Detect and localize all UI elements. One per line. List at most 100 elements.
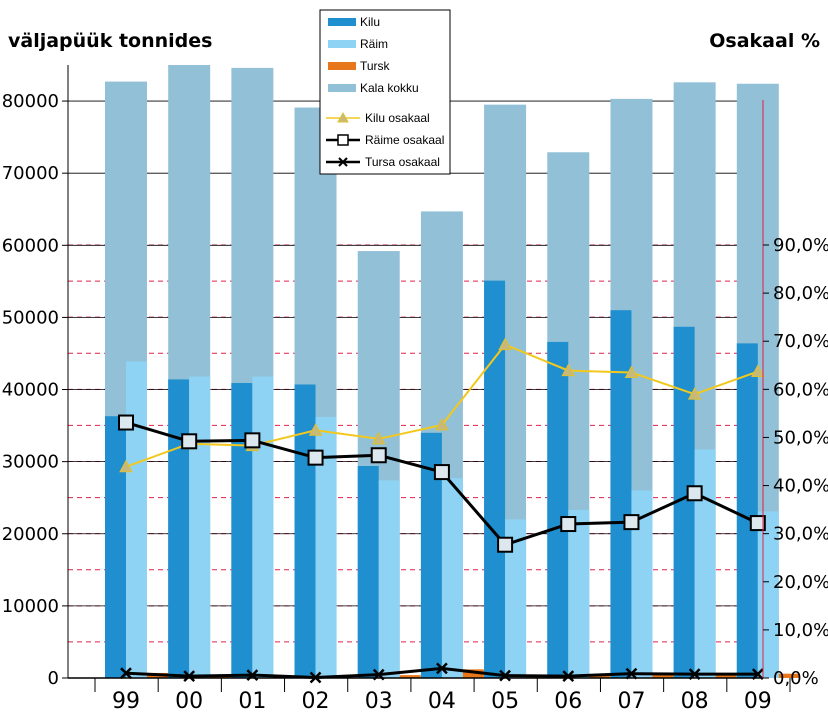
- x-tick-label: 99: [112, 689, 140, 712]
- y-tick-label: 50000: [2, 307, 59, 328]
- y2-tick-label: 20,0%: [773, 572, 828, 593]
- x-tick-label: 09: [744, 689, 772, 712]
- x-tick-label: 04: [428, 689, 456, 712]
- bar-tursk: [715, 674, 737, 678]
- y2-tick-label: 10,0%: [773, 620, 828, 641]
- marker-square: [560, 516, 577, 533]
- marker-square: [181, 433, 198, 450]
- marker-triangle: [498, 337, 512, 351]
- bar-kilu: [231, 383, 253, 678]
- y-tick-label: 60000: [2, 235, 59, 256]
- legend-marker-triangle: [337, 111, 349, 123]
- bar-tursk: [652, 673, 674, 678]
- bar-kilu: [484, 280, 506, 678]
- marker-square: [307, 449, 324, 466]
- bar-kilu: [357, 465, 379, 678]
- marker-square: [118, 414, 134, 431]
- y-tick-label: 80000: [2, 91, 59, 112]
- marker-square: [749, 515, 766, 532]
- y2-tick-label: 90,0%: [773, 235, 828, 256]
- bar-kilu: [294, 384, 316, 678]
- bar-räim: [315, 416, 337, 678]
- marker-x: [625, 667, 638, 680]
- bar-räim: [252, 376, 274, 678]
- x-tick-label: 02: [302, 689, 330, 712]
- y-tick-label: 30000: [2, 452, 59, 473]
- legend-marker-x: [338, 157, 348, 167]
- bar-räim: [568, 509, 590, 678]
- x-tick-label: 01: [238, 689, 266, 712]
- bar-räim: [378, 480, 400, 678]
- marker-triangle: [561, 363, 576, 377]
- bar-tursk: [462, 669, 484, 678]
- marker-triangle: [687, 387, 702, 400]
- bar-kilu: [673, 326, 695, 678]
- y-tick-label: 20000: [2, 524, 59, 545]
- marker-triangle: [308, 423, 323, 436]
- marker-square: [686, 485, 703, 502]
- bar-tursk: [778, 673, 800, 678]
- y-tick-label: 10000: [2, 596, 59, 617]
- legend-swatch: [328, 62, 356, 70]
- y-tick-label: 0: [48, 668, 59, 689]
- legend-label: Kala kokku: [360, 81, 419, 95]
- y2-tick-label: 0,0%: [773, 668, 819, 689]
- bar-kilu: [736, 343, 758, 678]
- bar-kilu: [105, 416, 126, 678]
- legend-label: Kilu: [360, 15, 380, 29]
- marker-triangle: [371, 431, 386, 445]
- marker-triangle: [435, 417, 449, 431]
- bars-layer: [105, 65, 800, 679]
- marker-square: [623, 514, 640, 531]
- x-tick-label: 03: [365, 689, 393, 712]
- marker-square: [497, 536, 514, 553]
- marker-square: [244, 432, 261, 449]
- legend-label: Räim: [360, 37, 388, 51]
- bar-räim: [505, 519, 527, 678]
- y-tick-label: 40000: [2, 380, 59, 401]
- y2-tick-label: 40,0%: [773, 476, 828, 497]
- bar-kilu: [610, 310, 632, 678]
- marker-triangle: [750, 364, 765, 378]
- bar-räim: [126, 361, 147, 678]
- x-tick-label: 08: [681, 689, 709, 712]
- marker-square: [433, 464, 450, 481]
- legend-swatch: [328, 40, 356, 48]
- marker-triangle: [624, 365, 639, 378]
- marker-square: [370, 447, 387, 464]
- x-tick-label: 07: [617, 689, 645, 712]
- marker-x: [562, 670, 575, 682]
- y2-tick-label: 50,0%: [773, 427, 828, 448]
- bar-kilu: [420, 432, 442, 678]
- legend: Kilu Räim Tursk Kala kokku Kilu osakaal Räime…: [319, 9, 451, 175]
- marker-x: [436, 662, 448, 675]
- bar-räim: [694, 449, 716, 678]
- bar-tursk: [399, 675, 421, 678]
- marker-x: [183, 670, 196, 682]
- legend-label: Kilu osakaal: [365, 111, 430, 125]
- legend-label: Tursk: [360, 59, 391, 73]
- y2-tick-label: 60,0%: [773, 379, 828, 400]
- legend-label: Tursa osakaal: [365, 155, 440, 169]
- legend-marker-square: [337, 134, 349, 146]
- bar-tursk: [589, 675, 611, 678]
- legend-label: Räime osakaal: [365, 133, 444, 147]
- legend-swatch: [328, 84, 356, 92]
- marker-x: [120, 667, 132, 680]
- x-tick-label: 05: [491, 689, 519, 712]
- legend-swatch: [328, 18, 356, 26]
- left-axis-title: väljapüük tonnides: [8, 30, 213, 52]
- right-axis-title: Osakaal %: [709, 30, 820, 52]
- bar-räim: [631, 490, 653, 678]
- y2-tick-label: 70,0%: [773, 331, 828, 352]
- marker-triangle: [119, 459, 133, 473]
- bar-räim: [189, 376, 211, 678]
- x-tick-label: 00: [175, 689, 203, 712]
- x-tick-label: 06: [554, 689, 582, 712]
- bar-räim: [441, 478, 463, 678]
- bar-kilu: [547, 341, 569, 678]
- y-tick-label: 70000: [2, 163, 59, 184]
- y2-tick-label: 30,0%: [773, 524, 828, 545]
- y2-tick-label: 80,0%: [773, 283, 828, 304]
